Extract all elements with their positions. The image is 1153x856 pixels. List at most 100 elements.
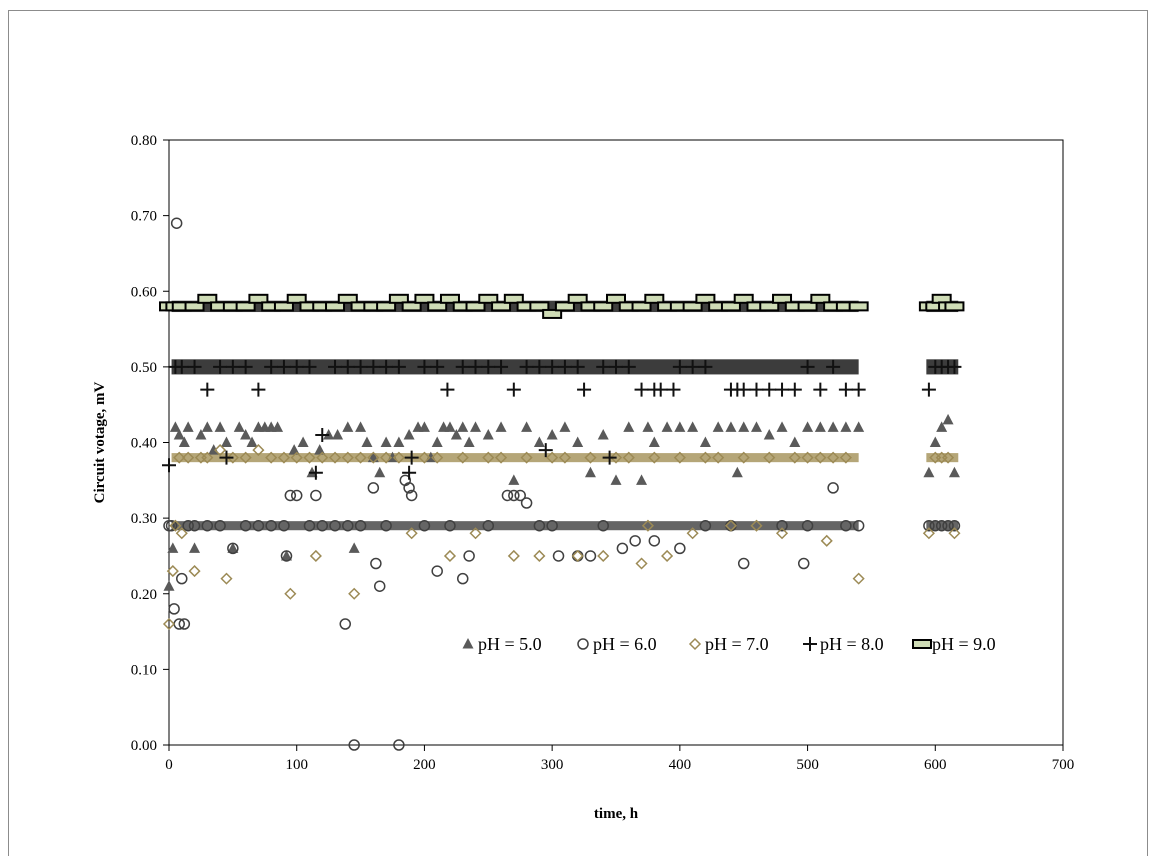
data-point bbox=[278, 519, 290, 532]
data-point bbox=[248, 293, 269, 304]
data-point bbox=[559, 421, 571, 432]
data-point bbox=[775, 527, 789, 540]
legend: pH = 5.0 pH = 6.0 pH = 7.0 pH = 8.0 pH = 9.0 bbox=[462, 634, 996, 654]
series-4 bbox=[162, 359, 962, 480]
data-point bbox=[634, 382, 649, 397]
data-point bbox=[776, 519, 788, 532]
data-point bbox=[341, 451, 354, 464]
dense-band bbox=[171, 453, 859, 463]
data-point bbox=[942, 413, 954, 425]
data-point bbox=[567, 293, 588, 304]
x-tick-label: 500 bbox=[796, 757, 819, 773]
legend-label: pH = 5.0 bbox=[478, 634, 542, 654]
data-point bbox=[737, 451, 750, 464]
data-point bbox=[801, 451, 814, 464]
data-point bbox=[297, 436, 309, 447]
data-point bbox=[482, 451, 495, 464]
data-point bbox=[463, 550, 475, 562]
data-point bbox=[393, 739, 405, 751]
data-point bbox=[838, 382, 853, 397]
data-point bbox=[348, 587, 361, 600]
data-point bbox=[348, 739, 360, 751]
data-point bbox=[469, 527, 482, 540]
data-point bbox=[635, 557, 648, 570]
data-point bbox=[162, 458, 176, 473]
data-point bbox=[165, 519, 178, 532]
data-point bbox=[759, 301, 780, 312]
data-point bbox=[478, 293, 499, 304]
data-point bbox=[546, 451, 559, 464]
data-point bbox=[797, 557, 810, 570]
x-tick-label: 0 bbox=[165, 757, 173, 773]
data-point bbox=[456, 451, 469, 464]
data-point bbox=[214, 421, 226, 432]
data-point bbox=[316, 519, 329, 532]
data-point bbox=[532, 359, 547, 374]
series-3 bbox=[162, 444, 961, 631]
data-point bbox=[403, 482, 415, 494]
data-point bbox=[418, 519, 431, 532]
data-point bbox=[577, 382, 592, 397]
data-point bbox=[506, 382, 521, 397]
data-point bbox=[393, 436, 405, 447]
data-point bbox=[733, 293, 754, 304]
data-point bbox=[463, 436, 475, 447]
legend-marker bbox=[803, 637, 817, 651]
data-point bbox=[814, 421, 826, 432]
data-point bbox=[380, 436, 392, 447]
data-point bbox=[699, 436, 711, 447]
data-point bbox=[533, 519, 546, 532]
data-point bbox=[380, 519, 392, 532]
data-point bbox=[280, 549, 292, 561]
data-point bbox=[775, 382, 790, 397]
data-point bbox=[921, 382, 936, 397]
data-point bbox=[738, 421, 750, 432]
data-point bbox=[482, 519, 495, 532]
series-2 bbox=[163, 217, 961, 751]
data-point bbox=[584, 451, 597, 464]
data-point bbox=[820, 534, 833, 547]
data-point bbox=[750, 519, 763, 532]
data-point bbox=[712, 451, 725, 464]
data-point bbox=[403, 428, 415, 440]
data-point bbox=[942, 519, 954, 532]
data-point bbox=[507, 549, 520, 562]
dense-band bbox=[171, 359, 859, 375]
data-point bbox=[239, 451, 252, 464]
data-point bbox=[457, 421, 469, 432]
data-point bbox=[501, 489, 514, 502]
data-point bbox=[289, 359, 304, 374]
data-point bbox=[731, 466, 743, 478]
data-point bbox=[491, 301, 512, 312]
x-tick-label: 700 bbox=[1052, 757, 1075, 773]
data-point bbox=[653, 382, 668, 397]
data-point bbox=[303, 451, 316, 464]
data-point bbox=[252, 519, 265, 532]
data-point bbox=[170, 217, 183, 229]
data-point bbox=[814, 451, 827, 464]
data-point bbox=[853, 421, 865, 432]
data-point bbox=[219, 450, 234, 465]
data-point bbox=[929, 519, 942, 532]
data-point bbox=[339, 618, 351, 630]
data-point bbox=[220, 436, 232, 447]
data-point bbox=[521, 421, 533, 432]
data-point bbox=[797, 301, 818, 312]
data-point bbox=[272, 421, 284, 432]
data-point bbox=[355, 421, 367, 432]
data-point bbox=[173, 428, 185, 440]
data-point bbox=[277, 451, 291, 464]
data-point bbox=[801, 519, 814, 532]
data-point bbox=[188, 519, 201, 532]
data-point bbox=[175, 527, 188, 540]
data-point bbox=[401, 301, 422, 312]
data-point bbox=[941, 451, 955, 464]
data-point bbox=[392, 451, 405, 464]
data-point bbox=[666, 382, 681, 397]
data-point bbox=[431, 436, 443, 447]
data-point bbox=[284, 587, 297, 600]
legend-item: pH = 9.0 bbox=[912, 634, 996, 654]
data-point bbox=[220, 572, 233, 585]
y-tick-label: 0.60 bbox=[131, 284, 157, 300]
data-point bbox=[508, 474, 520, 485]
